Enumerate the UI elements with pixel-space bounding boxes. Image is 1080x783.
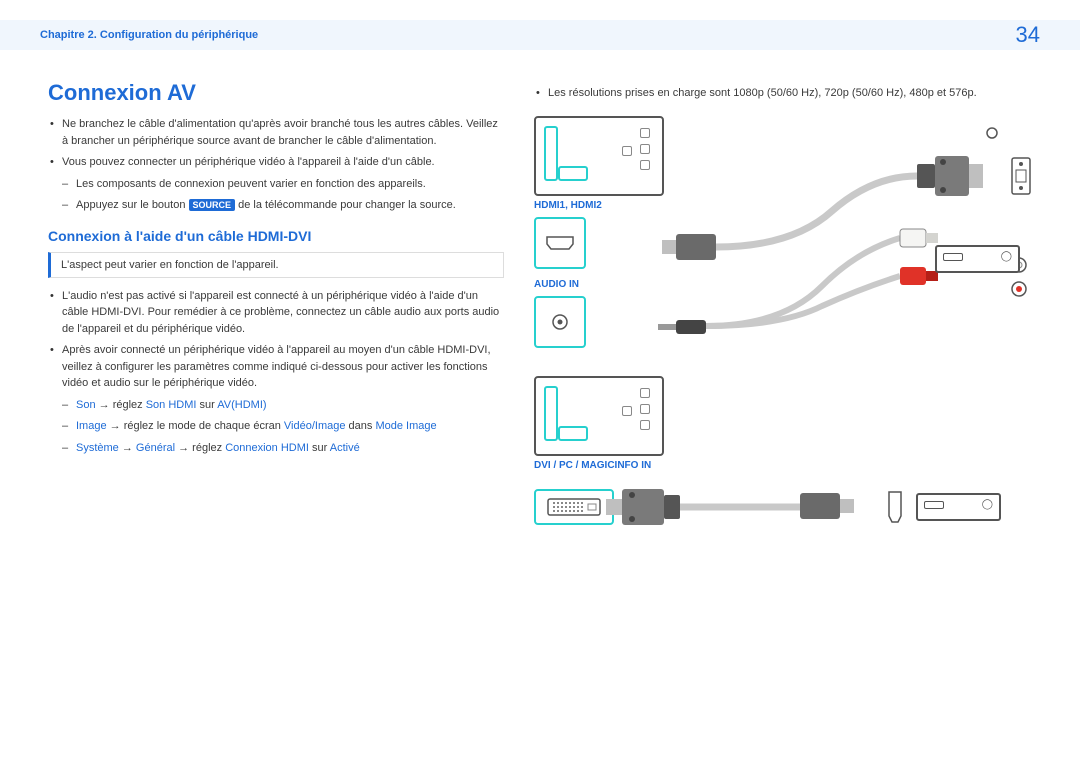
- header-bar: Chapitre 2. Configuration du périphériqu…: [0, 20, 1080, 50]
- dvi-socket-icon: [1010, 156, 1032, 196]
- dash-item: Son → réglez Son HDMI sur AV(HDMI): [62, 397, 504, 414]
- bullet-item: Après avoir connecté un périphérique vid…: [48, 342, 504, 392]
- menu-path: Son HDMI: [146, 399, 197, 411]
- menu-path: Son: [76, 399, 96, 411]
- text: → réglez: [175, 442, 225, 454]
- page-number: 34: [1016, 22, 1040, 48]
- settings-dashes: Son → réglez Son HDMI sur AV(HDMI) Image…: [48, 397, 504, 457]
- sub-heading: Connexion à l'aide d'un câble HDMI-DVI: [48, 228, 504, 244]
- dvi-shape-icon: [544, 496, 604, 518]
- intro-bullets: Ne branchez le câble d'alimentation qu'a…: [48, 116, 504, 171]
- menu-path: AV(HDMI): [217, 399, 266, 411]
- bullet-item: L'audio n'est pas activé si l'appareil e…: [48, 288, 504, 338]
- text: sur: [309, 442, 330, 454]
- audio-jack-shape-icon: [550, 312, 570, 332]
- bullet-item: Ne branchez le câble d'alimentation qu'a…: [48, 116, 504, 149]
- resolution-bullet: Les résolutions prises en charge sont 10…: [534, 85, 1032, 102]
- menu-path: Système: [76, 442, 119, 454]
- menu-path: Général: [136, 442, 175, 454]
- hdmi-port-icon: [534, 217, 586, 269]
- menu-path: Image: [76, 420, 107, 432]
- menu-path: Activé: [330, 442, 360, 454]
- main-content: Connexion AV Ne branchez le câble d'alim…: [0, 50, 1080, 557]
- dash-item: Les composants de connexion peuvent vari…: [62, 176, 504, 193]
- audio-port-icon: [534, 296, 586, 348]
- left-column: Connexion AV Ne branchez le câble d'alim…: [48, 80, 504, 557]
- bullet-item: Les résolutions prises en charge sont 10…: [534, 85, 1032, 102]
- diagram-hdmi-audio: HDMI1, HDMI2 AUDIO IN: [534, 116, 1032, 356]
- hdmi-socket-icon: [886, 490, 904, 524]
- cable-diagram-dvi: [620, 477, 880, 537]
- chapter-title: Chapitre 2. Configuration du périphériqu…: [40, 29, 258, 41]
- tv-back-icon: [534, 116, 664, 196]
- menu-path: Connexion HDMI: [225, 442, 309, 454]
- rca-red-socket-icon: [1010, 280, 1028, 298]
- bullet-item: Vous pouvez connecter un périphérique vi…: [48, 154, 504, 171]
- source-device-icon: [935, 245, 1020, 273]
- dvi-port-icon: [534, 489, 614, 525]
- text: sur: [196, 399, 217, 411]
- text: de la télécommande pour changer la sourc…: [235, 199, 456, 211]
- menu-path: Mode Image: [375, 420, 436, 432]
- source-badge: SOURCE: [189, 199, 236, 211]
- text: Appuyez sur le bouton: [76, 199, 189, 211]
- text: → réglez: [96, 399, 146, 411]
- dash-item: Système → Général → réglez Connexion HDM…: [62, 440, 504, 457]
- port-label-hdmi: HDMI1, HDMI2: [534, 200, 664, 211]
- text: →: [119, 442, 136, 454]
- source-device-icon: [916, 493, 1001, 521]
- note-text: L'aspect peut varier en fonction de l'ap…: [61, 259, 279, 271]
- right-column: Les résolutions prises en charge sont 10…: [534, 80, 1032, 557]
- diagram-dvi: DVI / PC / MAGICINFO IN: [534, 376, 1032, 537]
- tv-back-icon: [534, 376, 664, 456]
- text: → réglez le mode de chaque écran: [107, 420, 284, 432]
- dash-item: Appuyez sur le bouton SOURCE de la téléc…: [62, 197, 504, 214]
- port-label-dvi: DVI / PC / MAGICINFO IN: [534, 460, 1032, 471]
- intro-dashes: Les composants de connexion peuvent vari…: [48, 176, 504, 214]
- text: dans: [345, 420, 375, 432]
- port-label-audio: AUDIO IN: [534, 279, 664, 290]
- main-heading: Connexion AV: [48, 80, 504, 106]
- body-bullets: L'audio n'est pas activé si l'appareil e…: [48, 288, 504, 392]
- cable-diagram-hdmi: [672, 116, 1002, 356]
- note-box: L'aspect peut varier en fonction de l'ap…: [48, 252, 504, 278]
- dash-item: Image → réglez le mode de chaque écran V…: [62, 418, 504, 435]
- hdmi-shape-icon: [545, 236, 575, 250]
- menu-path: Vidéo/Image: [284, 420, 346, 432]
